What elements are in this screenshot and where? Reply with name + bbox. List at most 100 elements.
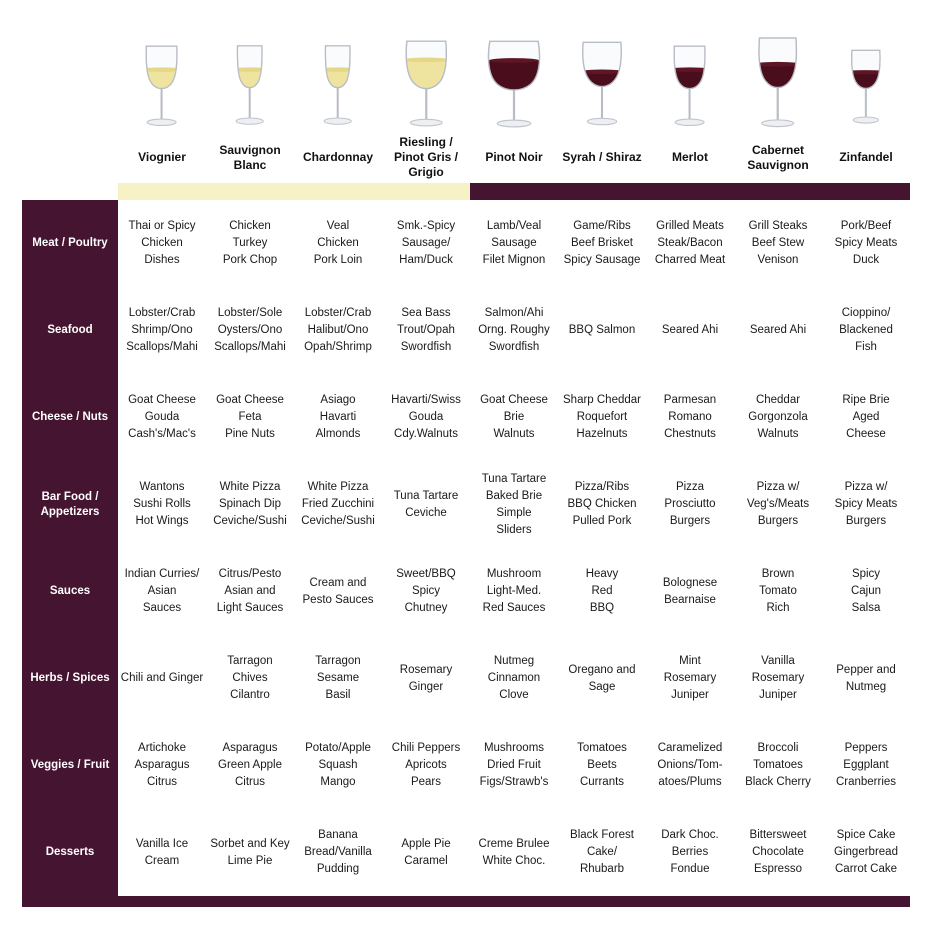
pairing-line: Tomato [759, 585, 797, 597]
pairing-line: White Pizza [219, 481, 281, 493]
pairing-line: Swordfish [488, 341, 540, 353]
column-header-sauvignon-blanc: Sauvignon Blanc [219, 142, 281, 172]
pairing-line: Light-Med. [486, 585, 542, 597]
pairing-line: Light Sauces [216, 602, 284, 614]
pairing-cell: White Pizza Spinach Dip Ceviche/Sushi [206, 461, 294, 548]
pairing-line: Filet Mignon [482, 254, 546, 266]
pairing-line: Pork/Beef [840, 220, 892, 232]
pairing-line: Burgers [845, 515, 887, 527]
pairing-line: Tuna Tartare [393, 489, 459, 502]
row-label-bar-food-appetizers: Bar Food / Appetizers [22, 461, 118, 548]
pairing-line: Tarragon [315, 655, 361, 667]
pairing-cell: Lobster/Crab Halibut/Ono Opah/Shrimp [294, 287, 382, 374]
pairing-line: Juniper [759, 689, 797, 701]
pairing-line: Fish [855, 341, 877, 353]
pairing-cell: Veal Chicken Pork Loin [294, 200, 382, 287]
pairing-cell: Pork/Beef Spicy Meats Duck [822, 200, 910, 287]
pairing-line: Ceviche/Sushi [213, 515, 287, 527]
pairing-line: Swordfish [400, 341, 452, 353]
pairing-line: Cajun [850, 585, 882, 597]
pairing-cell: Tuna Tartare Baked Brie Simple Sliders [470, 461, 558, 548]
pairing-line: Hot Wings [135, 515, 189, 527]
pairing-line: Orng. Roughy [478, 324, 550, 336]
pairing-line: Spice Cake [836, 829, 896, 841]
pairing-line: Walnuts [493, 428, 535, 440]
pairing-line: Lamb/Veal [486, 220, 542, 232]
pairing-line: Sauces [142, 602, 182, 614]
pairing-line: Seared Ahi [749, 324, 807, 336]
pairing-cell: Bittersweet Chocolate Espresso [734, 809, 822, 896]
pairing-cell: Pizza Prosciutto Burgers [646, 461, 734, 548]
pairing-line: Citrus [146, 776, 178, 788]
pairing-line: Smk.-Spicy [396, 220, 456, 232]
pairing-cell: Brown Tomato Rich [734, 548, 822, 635]
pairing-cell: Vanilla Rosemary Juniper [734, 635, 822, 722]
pairing-line: Ceviche [405, 506, 447, 519]
pairing-line: Rosemary [663, 672, 717, 684]
pairing-cell: Tuna Tartare Ceviche [382, 461, 470, 548]
row-label-sauces: Sauces [22, 548, 118, 635]
pairing-line: Beets [587, 759, 617, 771]
pairing-line: Brie [503, 411, 525, 423]
pairing-line: Pizza w/ [844, 481, 888, 493]
pairing-cell: Sea Bass Trout/Opah Swordfish [382, 287, 470, 374]
pairing-cell: Cioppino/Blackened Fish [822, 287, 910, 374]
pairing-line: Tarragon [227, 655, 273, 667]
pairing-line: BBQ Chicken [567, 498, 637, 510]
pairing-line: Artichoke [138, 742, 186, 754]
pairing-cell: Potato/Apple Squash Mango [294, 722, 382, 809]
pairing-cell: Lamb/Veal Sausage Filet Mignon [470, 200, 558, 287]
pairing-line: Lime Pie [227, 854, 273, 867]
pairing-line: Dark Choc. [661, 829, 719, 841]
pairing-line: Blackened [839, 324, 893, 336]
pairing-line: Cinnamon [487, 672, 541, 684]
pairing-line: Vanilla Ice [135, 837, 189, 850]
pairing-cell: Goat Cheese Brie Walnuts [470, 374, 558, 461]
pairing-line: Chicken [141, 237, 183, 249]
wine-glass-cell-pinot-noir [470, 20, 558, 132]
pairing-line: Asian and [224, 585, 276, 597]
pairing-line: Cioppino/ [841, 307, 891, 319]
wine-pairing-chart: Viognier Sauvignon Blanc Chardonnay Ries… [22, 20, 946, 907]
pairing-cell: Seared Ahi [646, 287, 734, 374]
pairing-line: Citrus/Pesto [218, 568, 282, 580]
pairing-line: Nutmeg [493, 655, 535, 667]
pairing-line: Shrimp/Ono [131, 324, 193, 336]
pairing-line: Gouda [144, 411, 180, 423]
pairing-line: Chutney [404, 602, 448, 614]
pairing-line: Rosemary [399, 663, 453, 676]
pairing-line: Bearnaise [664, 593, 716, 606]
column-header-syrah-shiraz: Syrah / Shiraz [562, 150, 642, 164]
pairing-cell: Dark Choc. Berries Fondue [646, 809, 734, 896]
wine-glass-cell-riesling-pinot-gris-grigio [382, 20, 470, 132]
pairing-line: Rich [766, 602, 790, 614]
pairing-line: Veal [326, 220, 350, 232]
pairing-line: Asian [147, 585, 177, 597]
pairing-line: Spicy [411, 585, 441, 597]
pairing-line: Sage [588, 680, 616, 693]
pairing-line: Pudding [316, 863, 360, 875]
pairing-line: Spicy Sausage [563, 254, 641, 266]
red-wine-band [470, 183, 910, 200]
pairing-line: Pesto Sauces [302, 593, 374, 606]
pairing-cell: Indian Curries/Asian Sauces [118, 548, 206, 635]
pairing-line: Gorgonzola [748, 411, 808, 423]
pairing-line: Chives [232, 672, 268, 684]
pairing-line: Nutmeg [845, 680, 887, 693]
pairing-line: Squash [318, 759, 358, 771]
pairing-cell: Lobster/Crab Shrimp/Ono Scallops/Mahi [118, 287, 206, 374]
pairing-cell: Sorbet and Key Lime Pie [206, 809, 294, 896]
pairing-line: Asparagus [134, 759, 190, 771]
red-wine-glass-icon [582, 41, 622, 126]
pairing-cell: Havarti/Swiss Gouda Cdy.Walnuts [382, 374, 470, 461]
pairing-line: Onions/Tom- [657, 759, 723, 771]
pairing-line: Peppers [844, 742, 888, 754]
pairing-line: Apricots [405, 759, 447, 771]
pairing-line: Gouda [408, 411, 444, 423]
pairing-line: Cilantro [230, 689, 270, 701]
pairing-line: Caramel [404, 854, 448, 867]
pairing-line: Sweet/BBQ [396, 568, 456, 580]
pairing-line: Chicken [317, 237, 359, 249]
pairing-cell: Spice Cake Gingerbread Carrot Cake [822, 809, 910, 896]
pairing-cell: Chili Peppers Apricots Pears [382, 722, 470, 809]
